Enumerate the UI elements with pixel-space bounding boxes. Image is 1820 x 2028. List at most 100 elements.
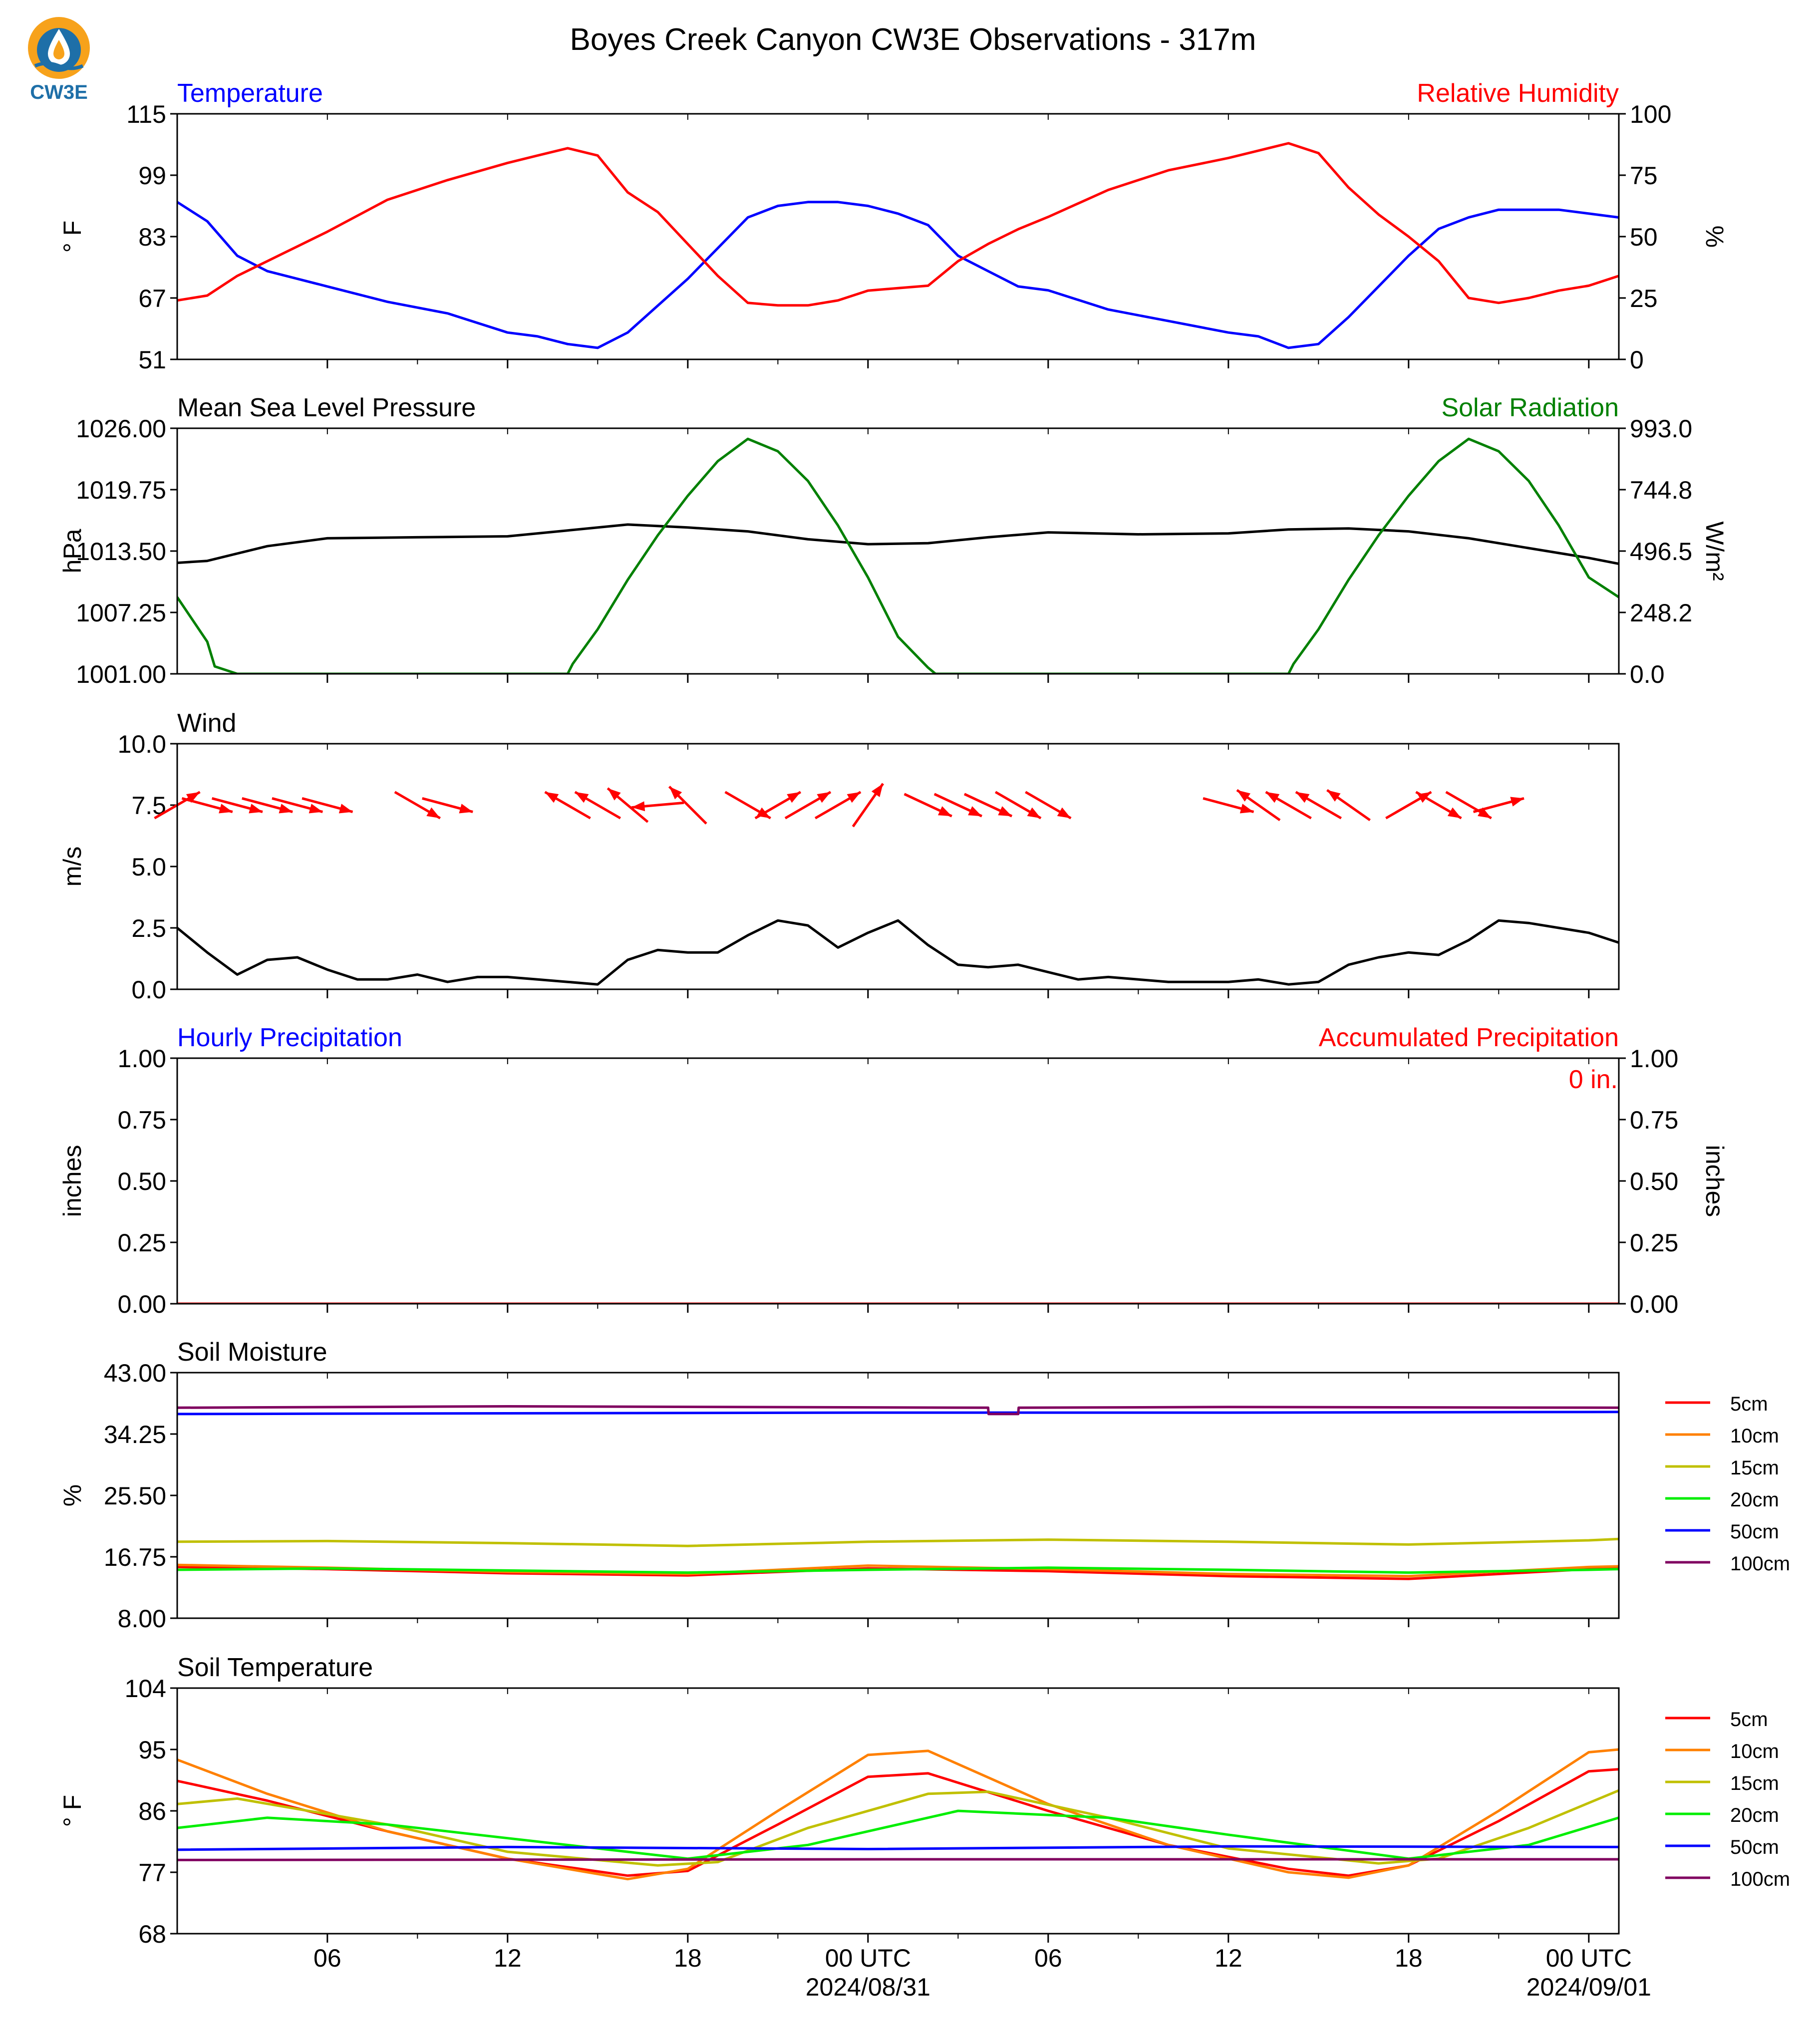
y-tick-label: 43.00	[104, 1359, 166, 1387]
wind-arrow	[181, 797, 233, 814]
legend-label: 20cm	[1730, 1804, 1779, 1826]
y-tick-label-right: 248.2	[1630, 599, 1692, 627]
plot-frame	[176, 1687, 1620, 1935]
wind-arrow-head	[787, 792, 801, 803]
wind-arrow-head	[219, 804, 233, 814]
wind-arrow-head	[607, 788, 621, 801]
y-tick-label: 1007.25	[76, 599, 166, 627]
y-axis-label: ° F	[58, 221, 86, 253]
y-axis-label: hPa	[58, 529, 86, 573]
wind-arrow	[1025, 791, 1072, 820]
series-line-100cm	[177, 1405, 1619, 1416]
accumulated-precip-total: 0 in.	[1569, 1065, 1618, 1094]
legend-label: 100cm	[1730, 1868, 1790, 1890]
logo-text: CW3E	[30, 81, 88, 103]
wind-arrow-head	[545, 792, 559, 803]
panel-title-left: Soil Temperature	[177, 1653, 373, 1682]
y-axis-label: m/s	[58, 847, 86, 887]
panel-mean-sea-level-pressure: Mean Sea Level Pressure Solar Radiation 10…	[58, 393, 1729, 688]
series-line-mean-sea-level-pressure	[177, 523, 1619, 566]
x-tick-label: 12	[494, 1944, 522, 1972]
y-tick-label: 0.50	[118, 1167, 166, 1195]
y-tick-label: 1026.00	[76, 415, 166, 443]
wind-arrow	[933, 793, 982, 818]
wind-arrow-head	[249, 804, 263, 814]
y-tick-label: 51	[138, 346, 166, 374]
y-tick-label-right: 496.5	[1630, 538, 1692, 566]
plot-area	[177, 437, 1619, 674]
y-axis-label: %	[58, 1484, 86, 1506]
wind-arrow	[302, 797, 353, 814]
panel-title-left: Hourly Precipitation	[177, 1023, 402, 1052]
y-tick-label: 16.75	[104, 1543, 166, 1571]
y-tick-label: 2.5	[131, 914, 166, 942]
y-tick-label-right: 0.75	[1630, 1106, 1678, 1134]
wind-arrow	[994, 791, 1042, 820]
y-tick-label-right: 0.0	[1630, 660, 1665, 688]
y-tick-label-right: 25	[1630, 285, 1658, 312]
y-tick-label-right: 0.25	[1630, 1229, 1678, 1257]
y-tick-label: 77	[138, 1859, 166, 1887]
x-tick-label: 06	[1034, 1944, 1062, 1972]
legend-label: 15cm	[1730, 1772, 1779, 1794]
chart-panels: Temperature Relative Humidity 51 67 83 99 115 °…	[58, 79, 1790, 2001]
x-tick-label: 18	[1395, 1944, 1423, 1972]
wind-arrow-head	[817, 792, 831, 803]
wind-arrow	[1415, 791, 1462, 820]
legend: 5cm 10cm 15cm 20cm 50cm 100cm	[1665, 1709, 1790, 1890]
series-line-20cm	[177, 1809, 1619, 1860]
y-tick-label: 1013.50	[76, 538, 166, 566]
y-tick-label: 0.25	[118, 1229, 166, 1257]
y-tick-label: 95	[138, 1736, 166, 1764]
y-tick-label: 1.00	[118, 1045, 166, 1073]
wind-arrow-head	[1236, 790, 1251, 802]
plot-area	[177, 919, 1619, 986]
y-tick-label: 25.50	[104, 1482, 166, 1510]
wind-arrow-head	[968, 806, 982, 817]
cw3e-logo: CW3E	[28, 17, 90, 103]
x-date-label: 2024/09/01	[1526, 1973, 1651, 2001]
wind-arrow	[607, 787, 649, 823]
y-tick-label-right: 0.00	[1630, 1290, 1678, 1318]
y-tick-label: 68	[138, 1920, 166, 1948]
panel-title-left: Mean Sea Level Pressure	[177, 393, 476, 422]
wind-arrow	[1203, 797, 1254, 814]
series-line-50cm	[177, 1845, 1619, 1851]
series-line-15cm	[177, 1537, 1619, 1547]
legend-label: 10cm	[1730, 1425, 1779, 1447]
wind-arrow	[963, 793, 1013, 818]
x-date-label: 2024/08/31	[806, 1973, 930, 2001]
water-drop-icon	[28, 17, 90, 79]
wind-arrow-head	[279, 804, 293, 814]
series-line-50cm	[177, 1411, 1619, 1416]
wind-arrow-head	[308, 804, 323, 814]
plot-frame	[176, 1372, 1620, 1619]
panel-title-left: Temperature	[177, 79, 323, 108]
wind-arrow	[211, 797, 263, 814]
wind-arrow-head	[631, 801, 645, 812]
wind-arrow	[668, 786, 707, 825]
wind-arrow-head	[847, 792, 861, 803]
series-line-temperature	[177, 201, 1619, 349]
y-tick-label: 10.0	[118, 730, 166, 758]
legend-label: 50cm	[1730, 1836, 1779, 1858]
panel-title-right: Accumulated Precipitation	[1319, 1023, 1619, 1052]
y-tick-label: 8.00	[118, 1605, 166, 1633]
y-tick-label-right: 75	[1630, 162, 1658, 190]
x-tick-label: 06	[313, 1944, 341, 1972]
y-tick-label-right: 993.0	[1630, 415, 1692, 443]
series-line-wind-speed	[177, 919, 1619, 986]
wind-arrow	[242, 797, 293, 814]
wind-arrow	[544, 791, 591, 820]
wind-arrow-head	[1265, 792, 1280, 803]
y-tick-label: 34.25	[104, 1421, 166, 1449]
wind-arrow-head	[575, 792, 589, 803]
x-tick-label: 00 UTC	[1546, 1944, 1632, 1972]
wind-arrow-head	[338, 804, 353, 814]
wind-arrow	[1295, 791, 1342, 820]
y-tick-label: 0.0	[131, 976, 166, 1004]
panel-hourly-precipitation: Hourly Precipitation Accumulated Precipit…	[58, 1023, 1729, 1318]
y-axis-label: inches	[58, 1145, 86, 1217]
legend-label: 5cm	[1730, 1709, 1768, 1731]
